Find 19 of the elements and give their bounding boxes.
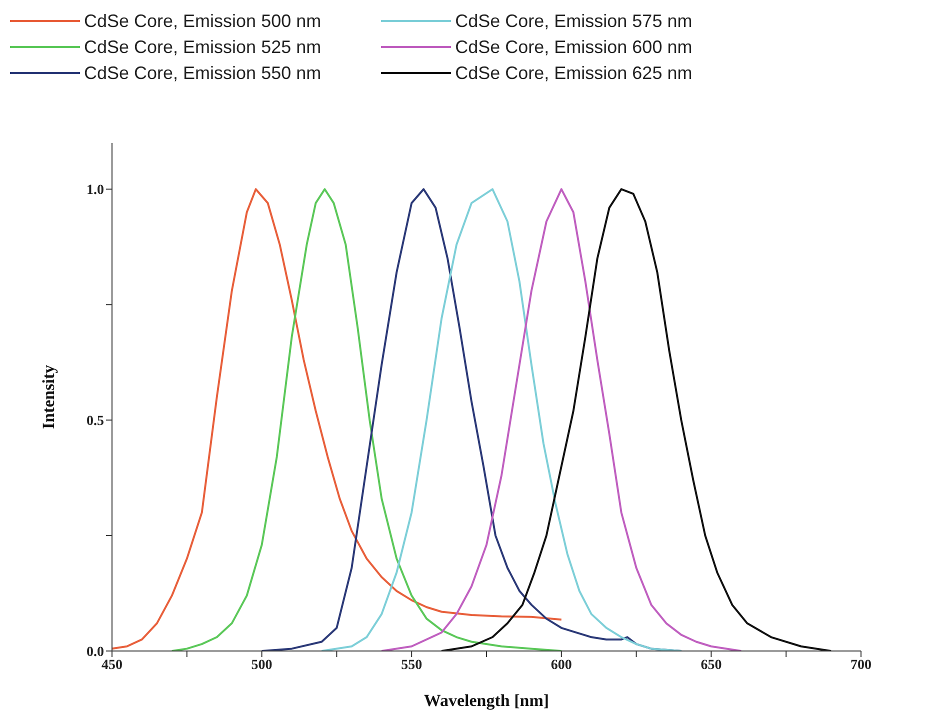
x-axis-title: Wavelength [nm] [424, 691, 550, 710]
legend-label: CdSe Core, Emission 600 nm [455, 36, 692, 58]
x-tick-label: 700 [850, 658, 872, 673]
legend-label: CdSe Core, Emission 500 nm [84, 10, 322, 32]
legend-label: CdSe Core, Emission 550 nm [84, 62, 322, 84]
x-tick-label: 500 [251, 658, 272, 673]
legend-label: CdSe Core, Emission 575 nm [455, 10, 692, 32]
legend-label: CdSe Core, Emission 525 nm [84, 36, 322, 58]
x-tick-label: 600 [550, 658, 572, 673]
y-tick-label: 0.5 [86, 414, 104, 430]
x-tick-label: 650 [700, 658, 722, 673]
y-tick-label: 0.0 [86, 644, 104, 660]
line-series [380, 188, 742, 651]
y-tick-label: 1.0 [86, 183, 104, 198]
legend-label: CdSe Core, Emission 625 nm [455, 62, 692, 84]
y-axis-title: Intensity [39, 364, 58, 430]
line-series [440, 188, 832, 651]
x-tick-label: 450 [102, 658, 122, 673]
x-tick-label: 550 [401, 658, 422, 673]
